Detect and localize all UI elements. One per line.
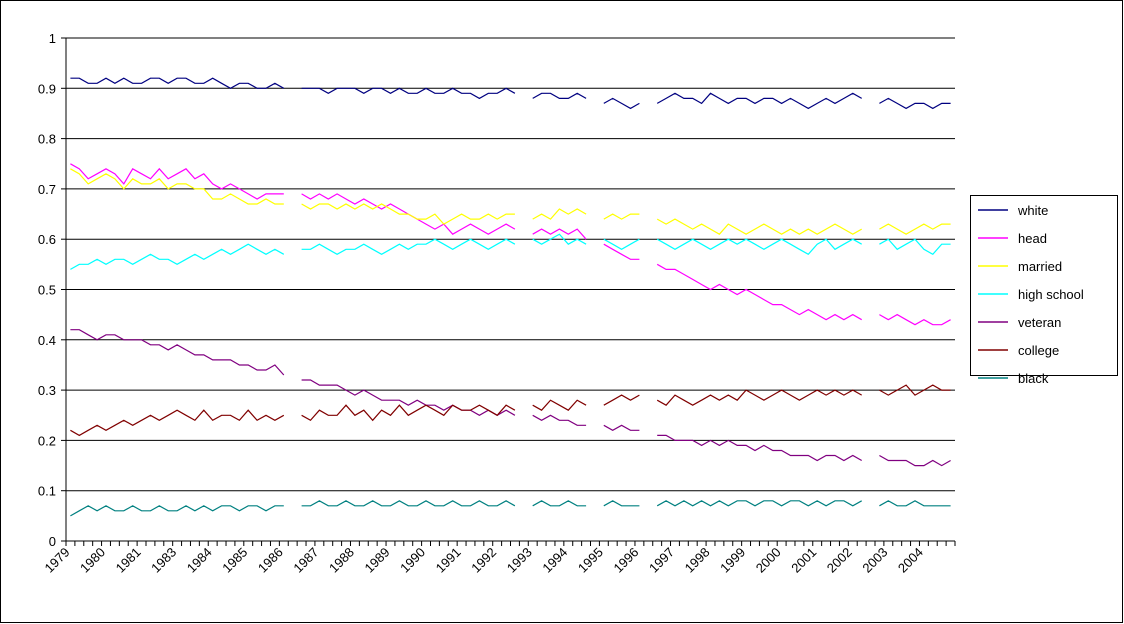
y-tick-label: 0.6 bbox=[38, 232, 56, 247]
legend-label: black bbox=[1018, 371, 1049, 386]
legend-label: white bbox=[1017, 203, 1048, 218]
legend-box bbox=[970, 195, 1118, 376]
legend-label: college bbox=[1018, 343, 1059, 358]
y-tick-label: 1 bbox=[49, 31, 56, 46]
series-line bbox=[70, 500, 951, 517]
series-line bbox=[70, 233, 951, 270]
y-tick-label: 0.1 bbox=[38, 484, 56, 499]
series-line bbox=[70, 384, 951, 437]
y-tick-label: 0.9 bbox=[38, 81, 56, 96]
y-tick-label: 0.8 bbox=[38, 132, 56, 147]
y-tick-label: 0.5 bbox=[38, 283, 56, 298]
y-tick-label: 0.3 bbox=[38, 383, 56, 398]
y-tick-label: 0.2 bbox=[38, 433, 56, 448]
y-tick-label: 0.7 bbox=[38, 182, 56, 197]
series-line bbox=[70, 77, 951, 110]
y-tick-label: 0.4 bbox=[38, 333, 56, 348]
legend-label: high school bbox=[1018, 287, 1084, 302]
legend-label: veteran bbox=[1018, 315, 1061, 330]
legend-label: married bbox=[1018, 259, 1062, 274]
legend-label: head bbox=[1018, 231, 1047, 246]
y-tick-label: 0 bbox=[49, 534, 56, 549]
series-line bbox=[70, 168, 951, 235]
series-line bbox=[70, 329, 951, 467]
